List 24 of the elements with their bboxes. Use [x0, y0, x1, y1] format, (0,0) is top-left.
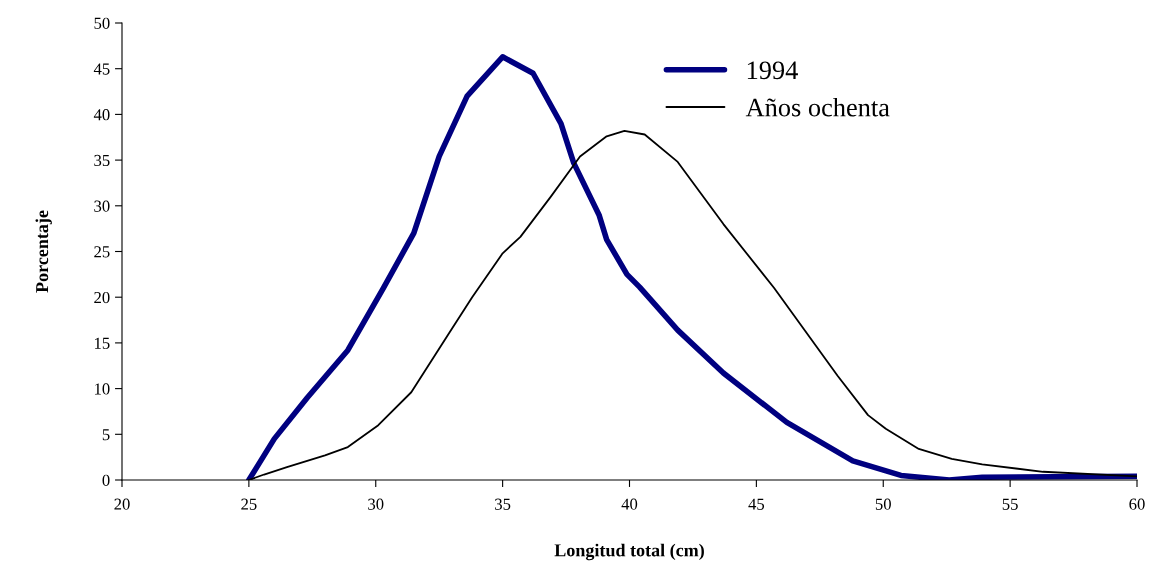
- y-tick-label: 50: [94, 17, 110, 29]
- y-tick-label: 10: [94, 383, 110, 395]
- x-tick-label: 35: [495, 498, 511, 510]
- y-tick-label: 35: [94, 154, 110, 167]
- y-tick-label: 40: [93, 109, 110, 121]
- x-tick-label: 55: [1002, 498, 1018, 510]
- y-tick-label: 30: [94, 200, 110, 212]
- x-tick-label: 50: [875, 498, 891, 510]
- legend-label: 1994: [747, 61, 798, 80]
- y-axis-title: Porcentaje: [35, 210, 52, 293]
- x-tick-label: 20: [114, 498, 130, 510]
- x-tick-label: 45: [748, 498, 765, 510]
- x-axis-title: Longitud total (cm): [554, 543, 704, 561]
- x-tick-label: 30: [368, 498, 384, 510]
- legend-label: Años ochenta: [745, 97, 890, 117]
- x-tick-label: 40: [621, 498, 638, 510]
- x-tick-label: 25: [241, 498, 257, 510]
- y-tick-label: 0: [102, 474, 110, 486]
- y-tick-label: 25: [94, 246, 110, 258]
- y-tick-label: 15: [94, 337, 110, 349]
- y-tick-label: 20: [94, 291, 110, 304]
- x-tick-label: 60: [1129, 498, 1145, 510]
- y-tick-label: 5: [102, 429, 110, 441]
- y-tick-label: 45: [93, 63, 110, 75]
